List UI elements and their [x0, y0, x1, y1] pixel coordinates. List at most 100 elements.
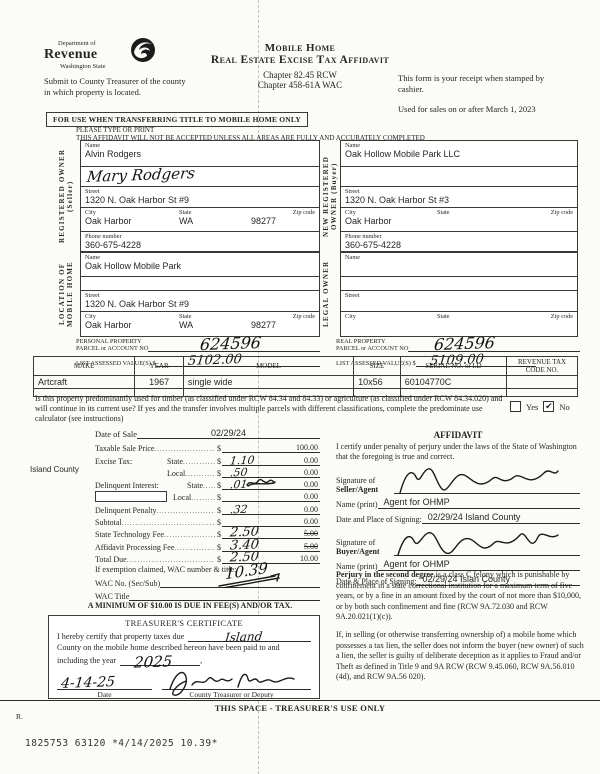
seller-name-value: Alvin Rodgers	[85, 149, 142, 159]
total-underline-scribble	[218, 573, 281, 588]
buyer-phone-row: Phone number 360-675-4228	[341, 232, 577, 251]
seller-city-row: City Oak Harbor State WA Zip code 98277	[81, 208, 319, 232]
used-after-note: Used for sales on or after March 1, 2023	[398, 104, 536, 114]
treasurer-signature-row: 4-14-25	[57, 671, 311, 696]
treasurer-signature-labels: Date County Treasurer or Deputy	[97, 690, 274, 699]
form-title-line1: Mobile Home	[264, 42, 336, 54]
exemption-label: If exemption claimed, WAC number & title…	[95, 565, 237, 574]
affidavit-section: AFFIDAVIT I certify under penalty of per…	[336, 430, 580, 586]
subtotal-line: Subtotal $ 0.00	[95, 515, 320, 528]
legal-owner-box: Name Street City State Zip code	[340, 252, 578, 337]
location-city-value: Oak Harbor	[85, 320, 132, 330]
logo-revenue-text: Revenue	[44, 47, 98, 62]
minimum-due-note: A MINIMUM OF $10.00 IS DUE IN FEE(S) AND…	[87, 601, 293, 610]
affidavit-cert-text: I certify under penalty of perjury under…	[336, 442, 577, 461]
yes-checkbox	[510, 401, 521, 412]
legal-blank-row	[341, 277, 577, 291]
excise-tax-state-line: Excise Tax: State $1.10 0.00	[95, 453, 320, 467]
delinquent-interest-local-line: Local $ 0.00	[95, 490, 320, 503]
use-question-checkboxes: Yes ✔ No	[510, 401, 570, 412]
legal-street-row: Street	[341, 291, 577, 312]
including-year-line: including the year 2025 ,	[57, 652, 203, 672]
no-checkmark-icon: ✔	[545, 401, 553, 411]
location-blank-row	[81, 277, 319, 291]
seller-handwritten-name: Mary Rodgers	[86, 167, 196, 186]
location-zip-value: 98277	[251, 320, 277, 330]
affidavit-title: AFFIDAVIT	[433, 430, 483, 440]
seller-phone-row: Phone number 360-675-4228	[81, 232, 319, 251]
seller-name-print-line: Name (print) Agent for OHMP	[336, 497, 580, 509]
yes-label: Yes	[526, 401, 539, 412]
personal-parcel-line: PERSONAL PROPERTY PARCEL or ACCOUNT NO 6…	[76, 333, 320, 354]
taxable-sale-price-line: Taxable Sale Price $ 100.00	[95, 441, 320, 454]
buyer-name-print-value: Agent for OHMP	[377, 559, 580, 571]
seller-box: Name Alvin Rodgers Mary Rodgers Street 1…	[80, 140, 320, 252]
date-of-sale-value: 02/29/24	[137, 428, 320, 439]
perjury-paragraph-2: If, in selling (or otherwise transferrin…	[336, 629, 584, 682]
buyer-signature	[397, 532, 559, 556]
tax-computation-section: Taxable Sale Price $ 100.00 Excise Tax: …	[95, 441, 320, 566]
chapter-rcw: Chapter 82.45 RCW	[263, 70, 337, 80]
treasurer-date-value: 4-14-25	[60, 674, 116, 692]
paid-to-line: County on the mobile home described here…	[57, 643, 280, 652]
receipt-stamp: 1825753 63120 *4/14/2025 10.39*	[25, 738, 218, 749]
seller-phone-value: 360-675-4228	[85, 240, 142, 250]
buyer-blank-row	[341, 167, 577, 187]
submit-note: Submit to County Treasurer of the county…	[44, 76, 186, 97]
please-type-note: PLEASE TYPE OR PRINT	[76, 126, 155, 134]
chapter-wac: Chapter 458-61A WAC	[257, 80, 343, 90]
buyer-phone-value: 360-675-4228	[345, 240, 402, 250]
table-blank-row	[32, 388, 578, 397]
buyer-city-value: Oak Harbor	[345, 216, 392, 226]
perjury-paragraph-1: Perjury in the second degree is a class …	[336, 570, 582, 622]
location-name-value: Oak Hollow Mobile Park	[85, 261, 182, 271]
legal-owner-section-label: LEGAL OWNER	[322, 260, 330, 328]
seller-zip-value: 98277	[251, 216, 277, 226]
legal-name-row: Name	[341, 253, 577, 277]
treasurer-use-only-label: THIS SPACE - TREASURER'S USE ONLY	[214, 703, 386, 713]
seller-street-value: 1320 N. Oak Harbor St #9	[85, 195, 190, 205]
buyer-box: Name Oak Hollow Mobile Park LLC Street 1…	[340, 140, 578, 252]
real-parcel-value: 624596	[433, 332, 497, 355]
table-header-row: MAKE YEAR MODEL SIZE SERIAL NO. or I.D R…	[32, 356, 578, 376]
empty-code-box	[95, 491, 167, 503]
taxes-due-line: I hereby certify that property taxes due…	[57, 629, 311, 645]
personal-parcel-value: 624596	[198, 332, 262, 355]
location-state-value: WA	[179, 320, 194, 330]
exemption-section: If exemption claimed, WAC number & title…	[95, 565, 320, 601]
treasurers-certificate-title: TREASURER'S CERTIFICATE	[125, 618, 243, 628]
perjury-notice: Perjury in the second degree is a class …	[336, 570, 586, 690]
location-street-row: Street 1320 N. Oak Harbor St #9	[81, 291, 319, 312]
delinquent-penalty-line: Delinquent Penalty $.32 0.00	[95, 502, 320, 516]
footer-divider	[0, 700, 600, 701]
buyer-date-place-value: 02/29/24 Islan County	[416, 574, 580, 586]
total-due-line: Total Due $2.50 10.00	[95, 549, 320, 566]
location-box: Name Oak Hollow Mobile Park Street 1320 …	[80, 252, 320, 337]
buyer-section-label: NEW REGISTERED OWNER (Buyer)	[322, 155, 338, 237]
location-city-row: City Oak Harbor State WA Zip code 98277	[85, 313, 315, 330]
buyer-date-place-line: Date & Place of Signing: 02/29/24 Islan …	[336, 574, 580, 586]
logo-dept-text: Department of	[58, 40, 96, 47]
revenue-logo: Department of Revenue Washington State	[44, 38, 164, 70]
buyer-city-row: City Oak Harbor State Zip code	[341, 208, 577, 232]
buyer-street-value: 1320 N. Oak Harbor St #3	[345, 195, 450, 205]
form-title: Mobile Home Real Estate Excise Tax Affid…	[170, 42, 430, 90]
seller-name2-row: Mary Rodgers	[81, 167, 319, 187]
real-parcel-line: REAL PROPERTY PARCEL or ACCOUNT NO 62459…	[336, 333, 580, 354]
location-section-label: LOCATION OF MOBILE HOME	[58, 261, 74, 327]
buyer-name-row: Name Oak Hollow Mobile Park LLC	[341, 141, 577, 167]
r-label: R.	[16, 712, 23, 721]
date-of-sale-label: Date of Sale	[95, 429, 138, 439]
affidavit-processing-fee-line: Affidavit Processing Fee $3.40 5.00	[95, 537, 320, 553]
seller-signature	[399, 468, 559, 494]
seller-section-label: REGISTERED OWNER (Seller)	[58, 148, 74, 244]
seller-date-place-line: Date and Place of Signing: 02/29/24 Isla…	[336, 512, 580, 524]
seller-date-place-value: 02/29/24 Island County	[421, 512, 580, 524]
treasurers-certificate-box: TREASURER'S CERTIFICATE I hereby certify…	[48, 615, 320, 699]
seller-signature-block: Signature of Seller/Agent	[336, 468, 580, 494]
form-title-line2: Real Estate Excise Tax Affidavit	[210, 54, 390, 66]
handwritten-total-1039: 10.39	[218, 559, 281, 588]
location-name-row: Name Oak Hollow Mobile Park	[81, 253, 319, 277]
island-county-note: Island County	[30, 465, 79, 474]
